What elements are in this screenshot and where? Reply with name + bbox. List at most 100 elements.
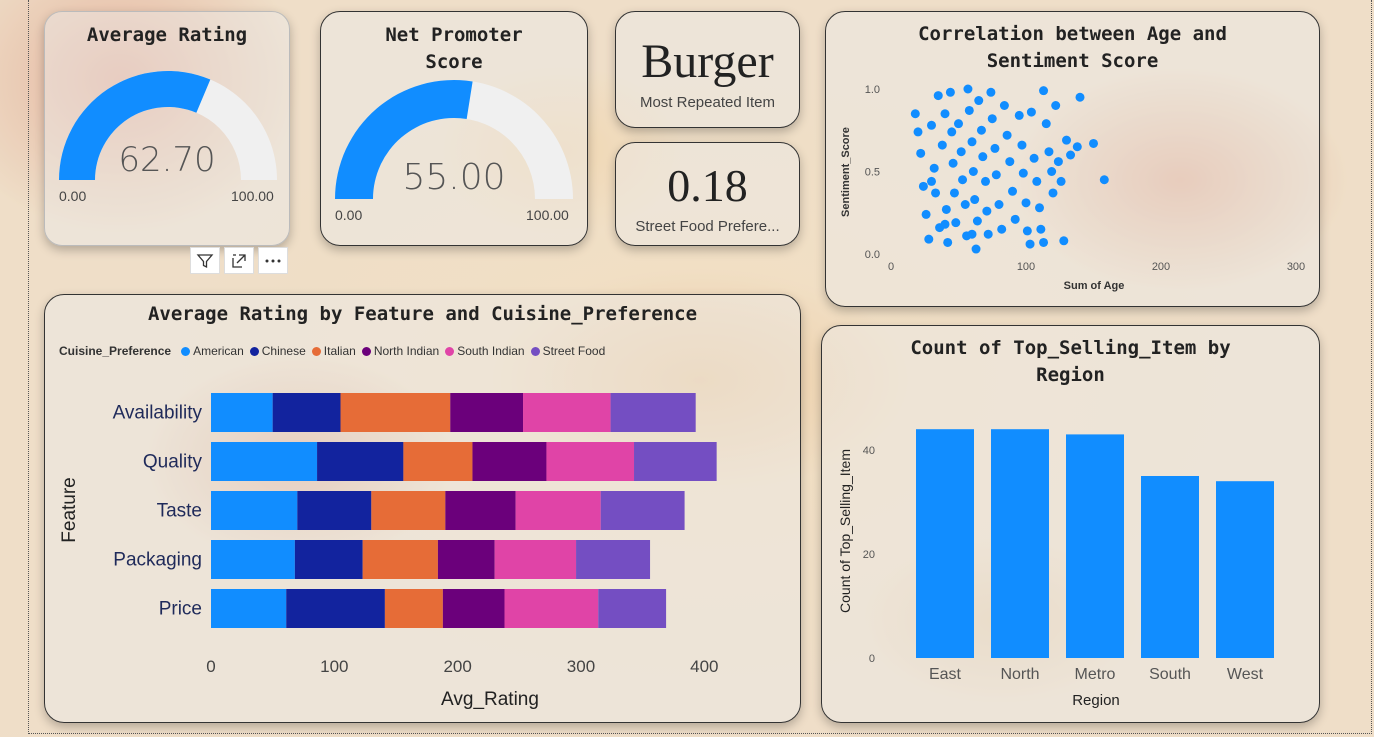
scatter-point[interactable] <box>1051 101 1061 110</box>
stacked-bar-segment[interactable] <box>546 442 635 481</box>
legend-item[interactable]: Chinese <box>249 344 306 358</box>
stacked-bar-segment[interactable] <box>384 589 443 628</box>
scatter-point[interactable] <box>960 200 970 209</box>
street-food-preference-card[interactable]: 0.18 Street Food Prefere... <box>615 142 800 246</box>
scatter-point[interactable] <box>1056 176 1066 186</box>
scatter-point[interactable] <box>913 127 923 137</box>
scatter-point[interactable] <box>927 176 936 186</box>
stacked-bar-segment[interactable] <box>211 589 287 628</box>
stacked-bar-segment[interactable] <box>371 491 446 530</box>
scatter-point[interactable] <box>1099 175 1109 185</box>
scatter-point[interactable] <box>997 224 1007 234</box>
scatter-point[interactable] <box>1022 226 1032 236</box>
legend-item[interactable]: Street Food <box>530 344 605 358</box>
scatter-point[interactable] <box>1062 135 1071 145</box>
stacked-bar-segment[interactable] <box>598 589 667 628</box>
most-repeated-item-card[interactable]: Burger Most Repeated Item <box>615 11 800 128</box>
stacked-bar-segment[interactable] <box>272 393 341 432</box>
scatter-point[interactable] <box>982 206 992 216</box>
scatter-point[interactable] <box>1025 239 1035 249</box>
scatter-point[interactable] <box>1036 224 1046 234</box>
scatter-point[interactable] <box>991 170 1001 180</box>
region-bar[interactable] <box>1066 434 1124 658</box>
scatter-point[interactable] <box>1032 176 1042 186</box>
region-bar[interactable] <box>1141 476 1199 658</box>
scatter-point[interactable] <box>976 125 986 135</box>
stacked-bar-segment[interactable] <box>211 393 273 432</box>
scatter-point[interactable] <box>974 96 984 106</box>
scatter-point[interactable] <box>954 119 963 129</box>
stacked-bar-segment[interactable] <box>494 540 577 579</box>
scatter-point[interactable] <box>1041 119 1051 129</box>
legend-item[interactable]: Italian <box>311 344 356 358</box>
scatter-point[interactable] <box>1089 138 1098 148</box>
region-bar-card[interactable]: Count of Top_Selling_Item by Region 0 20 4… <box>821 325 1320 723</box>
legend-item[interactable]: South Indian <box>445 344 525 358</box>
scatter-point[interactable] <box>964 105 974 115</box>
stacked-bar-segment[interactable] <box>297 491 372 530</box>
scatter-point[interactable] <box>970 195 980 205</box>
scatter-point[interactable] <box>1053 157 1063 167</box>
scatter-point[interactable] <box>1014 110 1024 120</box>
scatter-point[interactable] <box>999 101 1009 110</box>
scatter-point[interactable] <box>1029 153 1039 163</box>
scatter-point[interactable] <box>940 219 950 229</box>
stacked-bar-segment[interactable] <box>504 589 599 628</box>
scatter-point[interactable] <box>1002 130 1012 140</box>
scatter-point[interactable] <box>1017 140 1027 150</box>
stacked-bar-segment[interactable] <box>211 540 295 579</box>
filter-button[interactable] <box>190 247 220 274</box>
scatter-point[interactable] <box>931 188 941 198</box>
scatter-point[interactable] <box>1059 236 1069 246</box>
scatter-point[interactable] <box>1039 86 1049 96</box>
scatter-point[interactable] <box>971 244 981 254</box>
stacked-bar-segment[interactable] <box>437 540 495 579</box>
scatter-point[interactable] <box>929 163 939 173</box>
scatter-point[interactable] <box>941 204 951 214</box>
stacked-bar-segment[interactable] <box>317 442 404 481</box>
stacked-bar-segment[interactable] <box>523 393 611 432</box>
scatter-point[interactable] <box>921 209 931 219</box>
stacked-bar-segment[interactable] <box>515 491 601 530</box>
stacked-bar-segment[interactable] <box>576 540 651 579</box>
scatter-point[interactable] <box>1021 198 1031 208</box>
scatter-point[interactable] <box>940 109 950 119</box>
stacked-bar-segment[interactable] <box>442 589 505 628</box>
stacked-bar-segment[interactable] <box>211 491 298 530</box>
scatter-point[interactable] <box>958 175 968 185</box>
scatter-point[interactable] <box>956 147 966 157</box>
scatter-point[interactable] <box>937 140 947 150</box>
scatter-point[interactable] <box>949 188 959 198</box>
region-bar[interactable] <box>991 429 1049 658</box>
stacked-bar-segment[interactable] <box>403 442 473 481</box>
stacked-bar-segment[interactable] <box>472 442 547 481</box>
legend-item[interactable]: North Indian <box>361 344 439 358</box>
stacked-bar-segment[interactable] <box>286 589 385 628</box>
scatter-point[interactable] <box>978 152 988 162</box>
stacked-bar-segment[interactable] <box>211 442 318 481</box>
region-bar[interactable] <box>1216 481 1274 658</box>
stacked-bar-segment[interactable] <box>600 491 685 530</box>
scatter-point[interactable] <box>986 87 996 97</box>
scatter-point[interactable] <box>1072 142 1082 152</box>
region-bar[interactable] <box>916 429 974 658</box>
stacked-bar-segment[interactable] <box>634 442 717 481</box>
scatter-point[interactable] <box>948 158 958 168</box>
stacked-bar-segment[interactable] <box>294 540 363 579</box>
feature-cuisine-bar-card[interactable]: Average Rating by Feature and Cuisine_Pr… <box>44 294 801 723</box>
stacked-bar-segment[interactable] <box>445 491 516 530</box>
scatter-point[interactable] <box>963 84 973 94</box>
scatter-point[interactable] <box>1047 167 1057 176</box>
scatter-point[interactable] <box>994 200 1004 209</box>
scatter-point[interactable] <box>1010 214 1020 224</box>
scatter-point[interactable] <box>916 148 926 158</box>
legend-item[interactable]: American <box>181 344 244 358</box>
scatter-point[interactable] <box>1039 237 1049 247</box>
focus-mode-button[interactable] <box>224 247 254 274</box>
scatter-point[interactable] <box>1018 168 1028 178</box>
scatter-point[interactable] <box>983 229 993 239</box>
stacked-bar-segment[interactable] <box>362 540 438 579</box>
scatter-point[interactable] <box>981 176 990 186</box>
age-sentiment-scatter-card[interactable]: Correlation between Age and Sentiment Sc… <box>825 11 1320 307</box>
stacked-bar-segment[interactable] <box>340 393 451 432</box>
